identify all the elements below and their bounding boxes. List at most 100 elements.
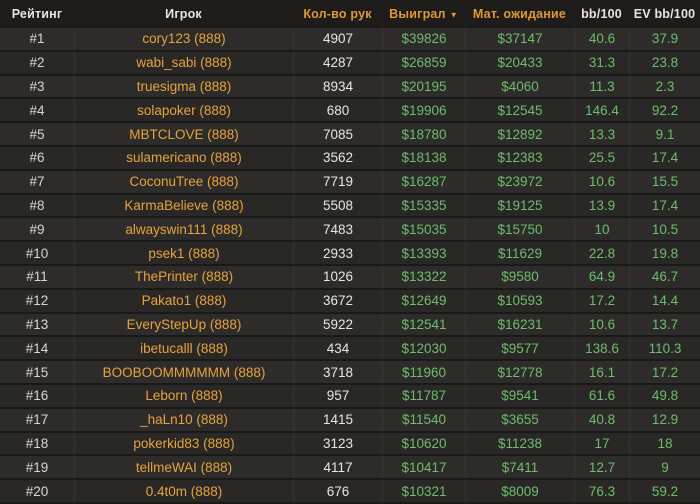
header-bb100[interactable]: bb/100: [581, 7, 622, 21]
rank-cell: #14: [25, 340, 49, 356]
won-cell: $10417: [382, 456, 465, 479]
rank-cell: #12: [25, 293, 49, 309]
header-won[interactable]: Выиграл ▼: [382, 0, 465, 28]
table-row[interactable]: #18 pokerkid83 (888) 3123 $10620 $11238 …: [0, 432, 700, 457]
expectation-cell: $37147: [465, 28, 574, 50]
player-name-link[interactable]: tellmeWAI (888): [74, 456, 293, 479]
player-name-link[interactable]: truesigma (888): [74, 75, 293, 98]
expectation-cell: $19125: [465, 194, 574, 217]
expectation-cell: $8009: [465, 480, 574, 502]
bb100-cell: 10.6: [574, 313, 629, 336]
ev-bb100-cell: 49.8: [629, 384, 700, 407]
player-name-link[interactable]: CoconuTree (888): [74, 170, 293, 193]
player-name-link[interactable]: wabi_sabi (888): [74, 51, 293, 74]
table-row[interactable]: #20 0.4t0m (888) 676 $10321 $8009 76.3 5…: [0, 480, 700, 504]
table-row[interactable]: #8 KarmaBelieve (888) 5508 $15335 $19125…: [0, 194, 700, 219]
ev-bb100-cell: 15.5: [629, 170, 700, 193]
header-hands[interactable]: Кол-во рук: [303, 7, 372, 21]
table-row[interactable]: #19 tellmeWAI (888) 4117 $10417 $7411 12…: [0, 456, 700, 481]
player-name-link[interactable]: _haLn10 (888): [74, 408, 293, 431]
player-name-link[interactable]: sulamericano (888): [74, 146, 293, 169]
table-row[interactable]: #9 alwayswin111 (888) 7483 $15035 $15750…: [0, 218, 700, 243]
won-cell: $20195: [382, 75, 465, 98]
header-player[interactable]: Игрок: [165, 7, 202, 21]
player-name-link[interactable]: psek1 (888): [74, 242, 293, 264]
table-row[interactable]: #2 wabi_sabi (888) 4287 $26859 $20433 31…: [0, 51, 700, 76]
bb100-cell: 40.8: [574, 408, 629, 431]
player-name-link[interactable]: ThePrinter (888): [74, 265, 293, 288]
won-cell: $15035: [382, 218, 465, 241]
expectation-cell: $12383: [465, 146, 574, 169]
expectation-cell: $4060: [465, 75, 574, 98]
hands-cell: 4287: [293, 51, 382, 74]
table-row[interactable]: #17 _haLn10 (888) 1415 $11540 $3655 40.8…: [0, 408, 700, 433]
player-name-link[interactable]: Leborn (888): [74, 384, 293, 407]
sort-desc-icon: ▼: [449, 10, 458, 19]
ev-bb100-cell: 23.8: [629, 51, 700, 74]
expectation-cell: $10593: [465, 289, 574, 312]
table-row[interactable]: #1 cory123 (888) 4907 $39826 $37147 40.6…: [0, 28, 700, 52]
won-cell: $10620: [382, 432, 465, 455]
player-name-link[interactable]: KarmaBelieve (888): [74, 194, 293, 217]
player-name-link[interactable]: BOOBOOMMMMMM (888): [74, 361, 293, 383]
hands-cell: 957: [293, 384, 382, 407]
hands-cell: 1026: [293, 265, 382, 288]
player-name-link[interactable]: solapoker (888): [74, 99, 293, 122]
header-won-label: Выиграл: [389, 7, 446, 21]
rank-cell: #4: [29, 102, 45, 118]
hands-cell: 3562: [293, 146, 382, 169]
bb100-cell: 13.3: [574, 123, 629, 145]
ev-bb100-cell: 10.5: [629, 218, 700, 241]
expectation-cell: $20433: [465, 51, 574, 74]
player-name-link[interactable]: cory123 (888): [74, 28, 293, 50]
rank-cell: #5: [29, 126, 45, 142]
table-row[interactable]: #14 ibetucalll (888) 434 $12030 $9577 13…: [0, 337, 700, 362]
won-cell: $16287: [382, 170, 465, 193]
rank-cell: #20: [25, 483, 49, 499]
player-name-link[interactable]: pokerkid83 (888): [74, 432, 293, 455]
player-name-link[interactable]: Pakato1 (888): [74, 289, 293, 312]
expectation-cell: $15750: [465, 218, 574, 241]
table-row[interactable]: #13 EveryStepUp (888) 5922 $12541 $16231…: [0, 313, 700, 338]
rank-cell: #9: [29, 221, 45, 237]
hands-cell: 7719: [293, 170, 382, 193]
player-name-link[interactable]: EveryStepUp (888): [74, 313, 293, 336]
table-row[interactable]: #7 CoconuTree (888) 7719 $16287 $23972 1…: [0, 170, 700, 195]
won-cell: $12541: [382, 313, 465, 336]
bb100-cell: 10: [574, 218, 629, 241]
header-ev-bb100[interactable]: EV bb/100: [633, 7, 696, 21]
ev-bb100-cell: 19.8: [629, 242, 700, 264]
player-name-link[interactable]: MBTCLOVE (888): [74, 123, 293, 145]
expectation-cell: $7411: [465, 456, 574, 479]
expectation-cell: $12778: [465, 361, 574, 383]
table-row[interactable]: #15 BOOBOOMMMMMM (888) 3718 $11960 $1277…: [0, 361, 700, 385]
header-expectation[interactable]: Мат. ожидание: [472, 7, 567, 21]
player-name-link[interactable]: 0.4t0m (888): [74, 480, 293, 502]
table-row[interactable]: #6 sulamericano (888) 3562 $18138 $12383…: [0, 146, 700, 171]
hands-cell: 7085: [293, 123, 382, 145]
table-row[interactable]: #11 ThePrinter (888) 1026 $13322 $9580 6…: [0, 265, 700, 290]
hands-cell: 4907: [293, 28, 382, 50]
player-name-link[interactable]: alwayswin111 (888): [74, 218, 293, 241]
expectation-cell: $3655: [465, 408, 574, 431]
header-rating[interactable]: Рейтинг: [11, 7, 63, 21]
bb100-cell: 13.9: [574, 194, 629, 217]
bb100-cell: 11.3: [574, 75, 629, 98]
expectation-cell: $23972: [465, 170, 574, 193]
table-row[interactable]: #10 psek1 (888) 2933 $13393 $11629 22.8 …: [0, 242, 700, 266]
table-row[interactable]: #12 Pakato1 (888) 3672 $12649 $10593 17.…: [0, 289, 700, 314]
ev-bb100-cell: 17.2: [629, 361, 700, 383]
rank-cell: #6: [29, 150, 45, 166]
hands-cell: 2933: [293, 242, 382, 264]
rank-cell: #10: [25, 245, 49, 261]
bb100-cell: 22.8: [574, 242, 629, 264]
ev-bb100-cell: 110.3: [629, 337, 700, 360]
won-cell: $12030: [382, 337, 465, 360]
table-row[interactable]: #5 MBTCLOVE (888) 7085 $18780 $12892 13.…: [0, 123, 700, 147]
table-row[interactable]: #3 truesigma (888) 8934 $20195 $4060 11.…: [0, 75, 700, 100]
table-row[interactable]: #4 solapoker (888) 680 $19906 $12545 146…: [0, 99, 700, 124]
table-row[interactable]: #16 Leborn (888) 957 $11787 $9541 61.6 4…: [0, 384, 700, 409]
rank-cell: #13: [25, 316, 49, 332]
player-name-link[interactable]: ibetucalll (888): [74, 337, 293, 360]
